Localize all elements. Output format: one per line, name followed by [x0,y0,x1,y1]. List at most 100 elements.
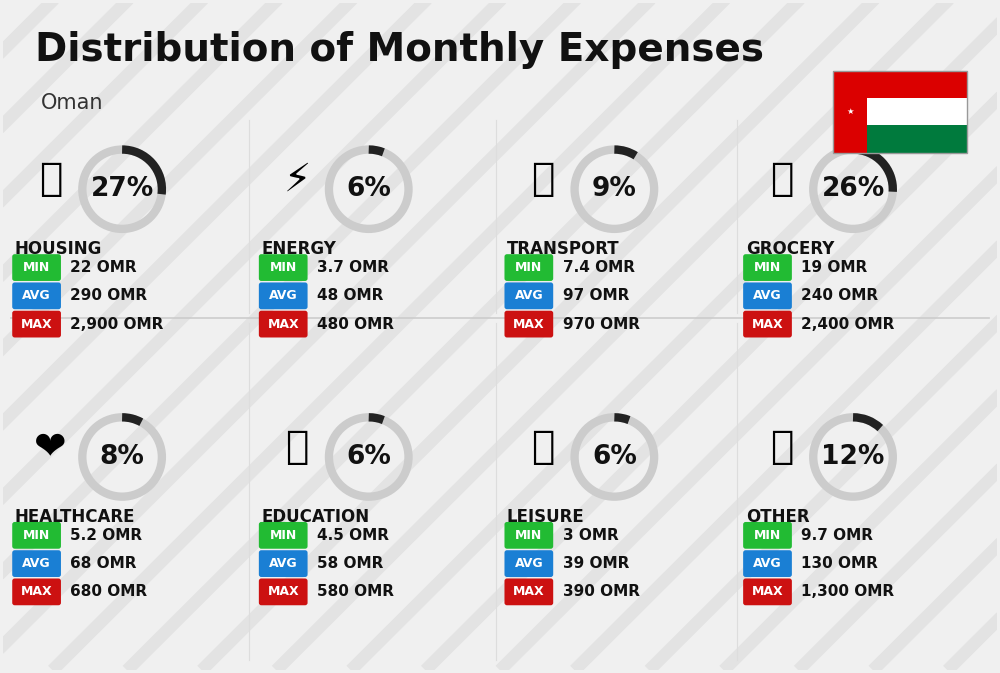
Text: MAX: MAX [752,586,783,598]
FancyBboxPatch shape [833,125,967,153]
Text: GROCERY: GROCERY [746,240,834,258]
FancyBboxPatch shape [504,254,553,281]
FancyBboxPatch shape [743,283,792,309]
FancyBboxPatch shape [259,579,308,605]
Text: MAX: MAX [267,318,299,330]
Text: 290 OMR: 290 OMR [70,288,148,304]
FancyBboxPatch shape [743,254,792,281]
FancyBboxPatch shape [833,71,867,153]
Text: ENERGY: ENERGY [261,240,336,258]
Text: Distribution of Monthly Expenses: Distribution of Monthly Expenses [35,30,764,69]
FancyBboxPatch shape [12,579,61,605]
FancyBboxPatch shape [504,579,553,605]
Text: MAX: MAX [267,586,299,598]
Text: 6%: 6% [346,444,391,470]
FancyBboxPatch shape [504,522,553,548]
Text: AVG: AVG [753,557,782,570]
Text: 12%: 12% [821,444,885,470]
FancyBboxPatch shape [259,254,308,281]
FancyBboxPatch shape [12,254,61,281]
Text: 🎓: 🎓 [285,428,309,466]
Text: MAX: MAX [752,318,783,330]
Text: 5.2 OMR: 5.2 OMR [70,528,143,543]
Text: HEALTHCARE: HEALTHCARE [15,507,135,526]
Text: MIN: MIN [270,261,297,274]
Text: 3.7 OMR: 3.7 OMR [317,260,389,275]
Text: 26%: 26% [821,176,885,202]
Text: 68 OMR: 68 OMR [70,556,137,571]
Text: AVG: AVG [269,289,298,302]
Text: 680 OMR: 680 OMR [70,584,148,600]
Text: MIN: MIN [23,529,50,542]
Text: 22 OMR: 22 OMR [70,260,137,275]
Text: ❤: ❤ [34,428,67,466]
Text: EDUCATION: EDUCATION [261,507,369,526]
Text: OTHER: OTHER [746,507,809,526]
Text: MIN: MIN [515,529,542,542]
Text: MIN: MIN [515,261,542,274]
Text: MIN: MIN [754,529,781,542]
Text: 🚌: 🚌 [531,160,554,199]
Text: AVG: AVG [515,557,543,570]
Text: 97 OMR: 97 OMR [563,288,629,304]
Text: TRANSPORT: TRANSPORT [507,240,620,258]
Text: 💰: 💰 [770,428,793,466]
FancyBboxPatch shape [743,522,792,548]
Text: MAX: MAX [21,586,52,598]
Text: LEISURE: LEISURE [507,507,585,526]
FancyBboxPatch shape [833,98,967,125]
Text: 480 OMR: 480 OMR [317,316,394,332]
FancyBboxPatch shape [12,283,61,309]
FancyBboxPatch shape [743,551,792,577]
Text: 390 OMR: 390 OMR [563,584,640,600]
Text: HOUSING: HOUSING [15,240,102,258]
Text: 8%: 8% [100,444,145,470]
Text: 6%: 6% [592,444,637,470]
Text: AVG: AVG [269,557,298,570]
FancyBboxPatch shape [833,71,967,98]
Text: MIN: MIN [754,261,781,274]
Text: AVG: AVG [22,557,51,570]
Text: 130 OMR: 130 OMR [801,556,878,571]
Text: 🏢: 🏢 [39,160,62,199]
Text: MAX: MAX [513,318,545,330]
FancyBboxPatch shape [259,311,308,337]
FancyBboxPatch shape [259,551,308,577]
Text: 9%: 9% [592,176,637,202]
Text: 970 OMR: 970 OMR [563,316,640,332]
Text: 240 OMR: 240 OMR [801,288,878,304]
Text: 6%: 6% [346,176,391,202]
Text: MIN: MIN [270,529,297,542]
FancyBboxPatch shape [504,283,553,309]
Text: AVG: AVG [753,289,782,302]
FancyBboxPatch shape [12,522,61,548]
FancyBboxPatch shape [12,311,61,337]
Text: 🛍: 🛍 [531,428,554,466]
Text: ⚡: ⚡ [284,160,311,199]
Text: 48 OMR: 48 OMR [317,288,383,304]
Text: AVG: AVG [22,289,51,302]
Text: 580 OMR: 580 OMR [317,584,394,600]
Text: 58 OMR: 58 OMR [317,556,383,571]
Text: AVG: AVG [515,289,543,302]
Text: 🛒: 🛒 [770,160,793,199]
Text: 2,400 OMR: 2,400 OMR [801,316,895,332]
FancyBboxPatch shape [743,579,792,605]
Text: MAX: MAX [513,586,545,598]
FancyBboxPatch shape [743,311,792,337]
Text: 39 OMR: 39 OMR [563,556,629,571]
FancyBboxPatch shape [504,551,553,577]
Text: 1,300 OMR: 1,300 OMR [801,584,894,600]
FancyBboxPatch shape [504,311,553,337]
Text: MIN: MIN [23,261,50,274]
Text: 3 OMR: 3 OMR [563,528,618,543]
Text: MAX: MAX [21,318,52,330]
FancyBboxPatch shape [12,551,61,577]
Text: 7.4 OMR: 7.4 OMR [563,260,635,275]
Text: 9.7 OMR: 9.7 OMR [801,528,873,543]
Text: 27%: 27% [90,176,154,202]
Text: 2,900 OMR: 2,900 OMR [70,316,164,332]
Text: 19 OMR: 19 OMR [801,260,868,275]
FancyBboxPatch shape [259,522,308,548]
Text: 4.5 OMR: 4.5 OMR [317,528,389,543]
